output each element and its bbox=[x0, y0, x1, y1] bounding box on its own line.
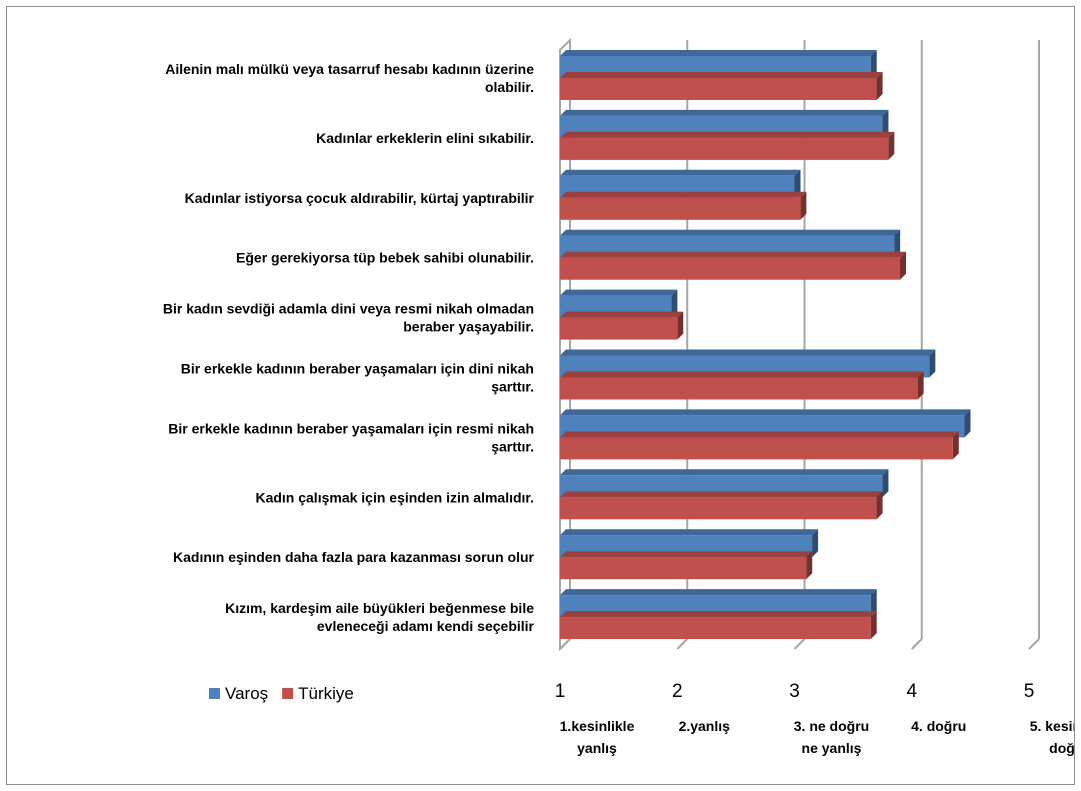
scale-label: ne yanlış bbox=[802, 740, 862, 756]
floor-gridline bbox=[559, 638, 571, 650]
category-label: Kadın çalışmak için eşinden izin almalıd… bbox=[255, 489, 534, 505]
category-label: evleneceği adamı kendi seçebilir bbox=[317, 618, 535, 634]
legend-swatch bbox=[282, 688, 294, 699]
category-label: Ailenin malı mülkü veya tasarruf hesabı … bbox=[165, 61, 534, 77]
category-label: Kızım, kardeşim aile büyükleri beğenmese… bbox=[225, 600, 534, 616]
bar-turkiye bbox=[560, 131, 895, 160]
legend-item-varos: Varoş bbox=[209, 684, 268, 703]
x-tick-label: 1 bbox=[555, 681, 566, 702]
scale-label: 2.yanlış bbox=[679, 718, 731, 734]
category-label: Eğer gerekiyorsa tüp bebek sahibi olunab… bbox=[236, 250, 534, 266]
category-labels: Ailenin malı mülkü veya tasarruf hesabı … bbox=[163, 61, 535, 634]
x-tick-labels: 1 2 3 4 5 bbox=[555, 681, 1035, 702]
scale-label: 5. kesinlikle bbox=[1030, 718, 1074, 734]
scale-label: 4. doğru bbox=[911, 718, 966, 734]
category-label: Kadının eşinden daha fazla para kazanmas… bbox=[173, 549, 535, 565]
bar-turkiye bbox=[560, 491, 883, 520]
chart-frame: Ailenin malı mülkü veya tasarruf hesabı … bbox=[6, 6, 1075, 785]
bars bbox=[560, 50, 971, 640]
bar-turkiye bbox=[560, 251, 907, 280]
scale-label: 3. ne doğru bbox=[794, 718, 869, 734]
bar-chart: Ailenin malı mülkü veya tasarruf hesabı … bbox=[163, 37, 1074, 756]
x-tick-label: 5 bbox=[1024, 681, 1035, 702]
scale-label: 1.kesinlikle bbox=[560, 718, 635, 734]
floor-gridline bbox=[1028, 638, 1040, 650]
legend-label: Türkiye bbox=[298, 684, 354, 703]
bar-turkiye bbox=[560, 371, 924, 400]
category-label: Bir erkekle kadının beraber yaşamaları i… bbox=[168, 420, 534, 436]
category-label: Kadınlar erkeklerin elini sıkabilir. bbox=[316, 130, 534, 146]
category-label: Bir erkekle kadının beraber yaşamaları i… bbox=[181, 361, 534, 377]
scale-labels: 1.kesinlikle yanlış 2.yanlış 3. ne doğru ne … bbox=[560, 718, 1074, 756]
bar-turkiye bbox=[560, 431, 959, 460]
bar-turkiye bbox=[560, 72, 883, 100]
floor-gridline bbox=[911, 638, 923, 650]
category-label: Bir kadın sevdiği adamla dini veya resmi… bbox=[163, 301, 534, 317]
floor-gridline bbox=[676, 638, 688, 650]
legend-item-turkiye: Türkiye bbox=[282, 684, 354, 703]
x-tick-label: 4 bbox=[906, 681, 917, 702]
category-label: beraber yaşayabilir. bbox=[403, 319, 534, 335]
bar-turkiye bbox=[560, 551, 813, 580]
legend: Varoş Türkiye bbox=[209, 684, 354, 703]
bar-turkiye bbox=[560, 311, 684, 340]
x-tick-label: 3 bbox=[789, 681, 800, 702]
scale-label: doğru bbox=[1049, 740, 1074, 756]
legend-label: Varoş bbox=[225, 684, 268, 703]
category-label: olabilir. bbox=[485, 79, 534, 95]
category-label: şarttır. bbox=[491, 379, 534, 395]
bar-turkiye bbox=[560, 611, 877, 640]
x-tick-label: 2 bbox=[672, 681, 683, 702]
floor-gridline bbox=[793, 638, 806, 650]
scale-label: yanlış bbox=[577, 740, 617, 756]
bar-turkiye bbox=[560, 191, 807, 220]
category-label: Kadınlar istiyorsa çocuk aldırabilir, kü… bbox=[185, 190, 535, 206]
category-label: şarttır. bbox=[491, 438, 534, 454]
legend-swatch bbox=[209, 688, 220, 699]
